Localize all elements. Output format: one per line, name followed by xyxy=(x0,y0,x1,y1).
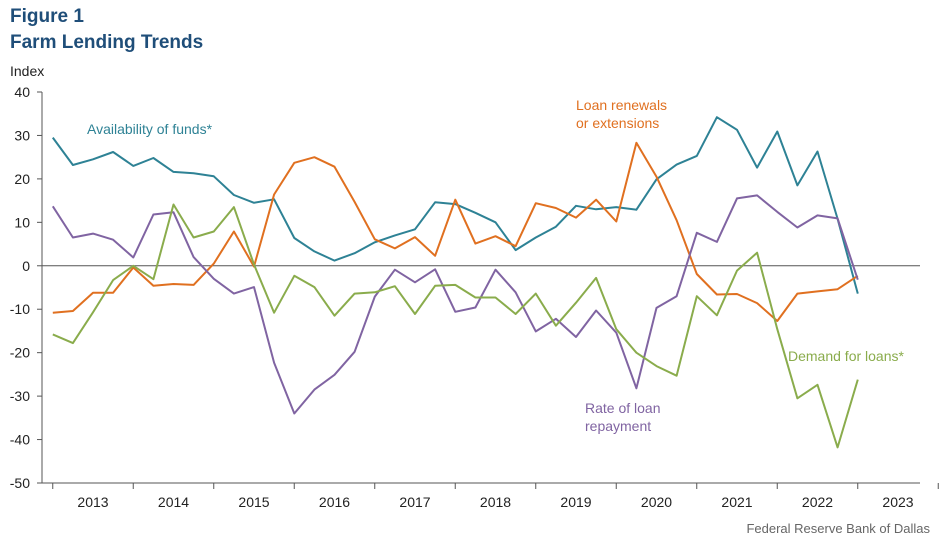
figure-title: Farm Lending Trends xyxy=(10,32,204,53)
x-tick-label: 2015 xyxy=(238,494,269,510)
series-line-demand-for-loans xyxy=(52,203,859,449)
x-tick-label: 2019 xyxy=(560,494,591,510)
x-tick-label: 2022 xyxy=(802,494,833,510)
series-line-loan-renewals-or-extensions xyxy=(52,141,859,322)
source-note: Federal Reserve Bank of Dallas xyxy=(746,521,930,536)
x-tick-label: 2023 xyxy=(882,494,913,510)
figure-number: Figure 1 xyxy=(10,6,84,27)
series-annotation-loan-renewals-or-extensions: Loan renewals xyxy=(576,97,667,113)
axes: 40 30 20 10 0 -10 -20 -30 -40 -50 2013 2014 2015 2016… xyxy=(10,84,939,510)
series-line-availability-of-funds xyxy=(51,116,859,294)
y-tick-label: -20 xyxy=(10,345,30,361)
y-tick-label: -10 xyxy=(10,301,30,317)
x-tick-label: 2020 xyxy=(641,494,672,510)
series-annotation-availability-of-funds: Availability of funds* xyxy=(87,121,213,137)
series-annotation-rate-of-loan-repayment: Rate of loan xyxy=(585,400,661,416)
x-tick-label: 2013 xyxy=(77,494,108,510)
x-tick-label: 2021 xyxy=(721,494,752,510)
series-lines xyxy=(51,116,859,449)
x-tick-label: 2014 xyxy=(158,494,189,510)
y-tick-label: 10 xyxy=(14,214,30,230)
y-tick-label: 30 xyxy=(14,127,30,143)
y-axis-label: Index xyxy=(10,63,45,79)
series-annotation-demand-for-loans: Demand for loans* xyxy=(788,348,905,364)
series-annotation-loan-renewals-or-extensions: or extensions xyxy=(576,115,659,131)
x-tick-label: 2018 xyxy=(480,494,511,510)
y-tick-label: 40 xyxy=(14,84,30,100)
x-tick-label: 2016 xyxy=(319,494,350,510)
y-tick-label: -30 xyxy=(10,388,30,404)
y-tick-label: 20 xyxy=(14,171,30,187)
series-annotations: Availability of funds* Loan renewals or ex… xyxy=(87,97,905,434)
series-line-rate-of-loan-repayment xyxy=(51,194,859,415)
y-tick-label: -40 xyxy=(10,432,30,448)
series-annotation-rate-of-loan-repayment: repayment xyxy=(585,418,651,434)
x-tick-label: 2017 xyxy=(399,494,430,510)
y-tick-label: -50 xyxy=(10,475,30,491)
y-tick-label: 0 xyxy=(22,258,30,274)
